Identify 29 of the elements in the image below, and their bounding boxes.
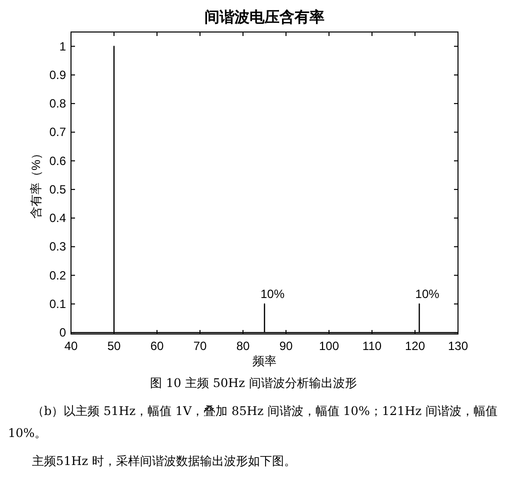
- y-tick-label: 0.1: [49, 296, 66, 311]
- x-tick-label: 120: [404, 339, 426, 353]
- x-tick-label: 60: [150, 339, 164, 353]
- chart-title: 间谐波电压含有率: [204, 8, 324, 26]
- x-tick-label: 110: [362, 339, 382, 353]
- text: 主频51Hz 时，采样间谐波数据输出波形如下图。: [31, 453, 297, 470]
- x-tick-label: 70: [193, 339, 207, 353]
- annotation: 10%: [260, 286, 285, 301]
- x-axis-title: 频率: [252, 354, 276, 368]
- x-tick-label: 50: [107, 339, 121, 353]
- y-tick-label: 0.9: [49, 68, 66, 82]
- y-tick-label: 0.5: [49, 182, 66, 196]
- x-tick-label: 80: [236, 339, 250, 353]
- y-axis-title: 含有率（%）: [29, 148, 43, 218]
- x-tick-label: 100: [318, 339, 340, 353]
- text: （b）以主频 51Hz，幅值 1V，叠加 85Hz 间谐波，幅值 10%；121Hz 间谐波，幅值 10%。: [8, 403, 498, 442]
- y-tick-label: 0.6: [49, 154, 66, 168]
- y-tick-label: 0.3: [49, 240, 66, 254]
- y-tick-label: 0.2: [49, 268, 66, 282]
- caption: 图 10 主频 50Hz 间谐波分析输出波形: [149, 375, 358, 392]
- y-tick-label: 0.7: [49, 125, 66, 140]
- x-tick-label: 90: [279, 339, 293, 353]
- y-tick-label: 1: [59, 39, 66, 54]
- annotation: 10%: [415, 286, 440, 301]
- x-tick-label: 40: [64, 339, 78, 353]
- y-tick-label: 0.8: [49, 96, 66, 111]
- y-tick-label: 0: [59, 326, 66, 340]
- y-tick-label: 0.4: [49, 211, 66, 226]
- x-tick-label: 130: [448, 339, 468, 353]
